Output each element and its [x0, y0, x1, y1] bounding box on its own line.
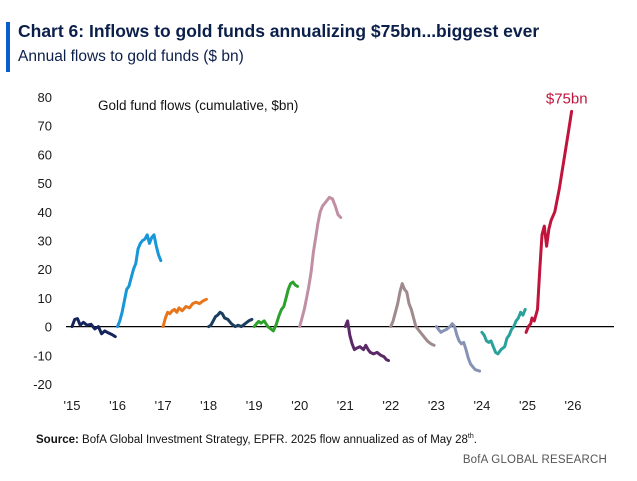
- series-line-6: [343, 319, 390, 362]
- y-tick-label: 50: [38, 176, 52, 191]
- x-tick-label: '26: [565, 398, 582, 413]
- x-tick-label: '16: [109, 398, 126, 413]
- source-label: Source:: [36, 433, 79, 446]
- y-tick-label: 80: [38, 90, 52, 105]
- source-end: .: [473, 433, 477, 446]
- source-superscript: th: [467, 433, 474, 440]
- y-tick-label: -10: [33, 348, 52, 363]
- source-note: Source: BofA Global Investment Strategy,…: [36, 433, 477, 446]
- publisher-brand: BofA GLOBAL RESEARCH: [462, 454, 607, 466]
- series-line-5: [298, 195, 343, 329]
- series-line-4: [252, 280, 299, 333]
- series-line-9: [480, 307, 527, 356]
- x-tick-label: '19: [246, 398, 263, 413]
- x-tick-label: '24: [473, 398, 490, 413]
- x-tick-label: '20: [291, 398, 308, 413]
- source-text: BofA Global Investment Strategy, EPFR. 2…: [82, 433, 468, 446]
- y-tick-label: 60: [38, 147, 52, 162]
- series-line-7: [389, 282, 436, 347]
- series-line-2: [161, 297, 208, 329]
- y-tick-label: 20: [38, 262, 52, 277]
- y-tick-label: -20: [33, 377, 52, 392]
- x-tick-label: '23: [428, 398, 445, 413]
- series-line-1: [116, 233, 163, 329]
- y-tick-label: 30: [38, 234, 52, 249]
- title-accent-bar: [6, 22, 10, 72]
- x-tick-label: '15: [64, 398, 81, 413]
- series-line-0: [70, 317, 117, 339]
- x-tick-label: '18: [200, 398, 217, 413]
- inner-chart-label: Gold fund flows (cumulative, $bn): [98, 98, 298, 113]
- x-tick-label: '25: [519, 398, 536, 413]
- chart-title: Chart 6: Inflows to gold funds annualizi…: [18, 21, 540, 41]
- x-tick-label: '22: [382, 398, 399, 413]
- series-line-10: [524, 109, 574, 334]
- y-tick-label: 70: [38, 119, 52, 134]
- y-tick-label: 10: [38, 291, 52, 306]
- y-tick-label: 0: [45, 320, 52, 335]
- chart-subtitle: Annual flows to gold funds ($ bn): [18, 48, 244, 65]
- series-line-8: [434, 322, 482, 373]
- y-tick-label: 40: [38, 205, 52, 220]
- x-tick-label: '21: [337, 398, 354, 413]
- series-line-3: [207, 310, 254, 329]
- peak-annotation: $75bn: [546, 90, 588, 107]
- x-tick-label: '17: [155, 398, 172, 413]
